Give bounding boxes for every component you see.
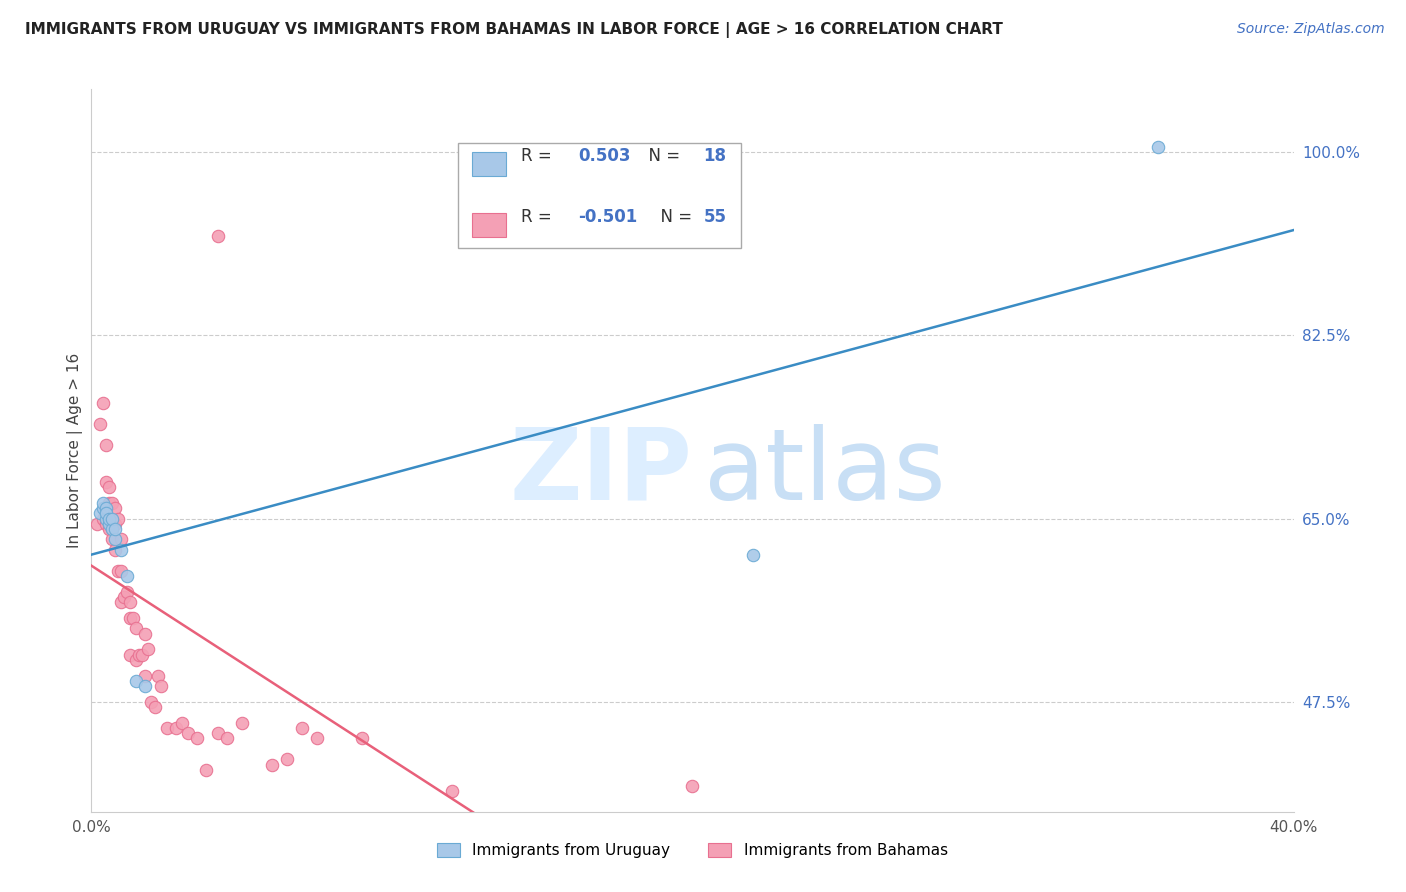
Point: [101, 533, 124, 547]
Text: atlas: atlas: [704, 424, 946, 521]
Point: [96, 511, 118, 525]
Point: [117, 569, 139, 583]
Point: [110, 533, 132, 547]
Point: [101, 522, 124, 536]
Point: [170, 715, 193, 730]
Text: 18: 18: [703, 147, 727, 165]
Point: [194, 763, 217, 777]
Point: [131, 648, 153, 662]
Point: [741, 548, 763, 562]
Point: [110, 564, 132, 578]
Point: [134, 626, 156, 640]
Point: [207, 726, 229, 740]
Point: [146, 668, 169, 682]
Point: [440, 784, 463, 798]
Point: [260, 757, 283, 772]
Point: [107, 511, 129, 525]
Text: IMMIGRANTS FROM URUGUAY VS IMMIGRANTS FROM BAHAMAS IN LABOR FORCE | AGE > 16 COR: IMMIGRANTS FROM URUGUAY VS IMMIGRANTS FR…: [25, 22, 1004, 38]
Point: [96, 506, 118, 520]
Point: [176, 726, 198, 740]
Text: N =: N =: [651, 209, 697, 227]
Point: [96, 438, 118, 452]
Bar: [472, 152, 506, 176]
Point: [107, 564, 129, 578]
Text: R =: R =: [520, 209, 557, 227]
Point: [104, 543, 127, 558]
Point: [101, 496, 124, 510]
Text: ZIP: ZIP: [509, 424, 692, 521]
Text: 55: 55: [703, 209, 727, 227]
Point: [134, 668, 156, 682]
Point: [122, 611, 145, 625]
Point: [98, 522, 121, 536]
Bar: [472, 213, 506, 237]
Point: [120, 595, 142, 609]
Point: [207, 228, 229, 243]
Point: [125, 653, 148, 667]
Point: [110, 595, 132, 609]
Point: [149, 679, 172, 693]
Point: [98, 496, 121, 510]
Point: [120, 611, 142, 625]
Point: [120, 648, 142, 662]
Point: [89, 506, 111, 520]
Point: [93, 511, 115, 525]
Point: [128, 648, 150, 662]
Point: [134, 679, 156, 693]
Text: Source: ZipAtlas.com: Source: ZipAtlas.com: [1237, 22, 1385, 37]
Point: [96, 475, 118, 489]
Point: [125, 622, 148, 636]
Text: -0.501: -0.501: [578, 209, 637, 227]
Text: N =: N =: [638, 147, 686, 165]
Text: R =: R =: [520, 147, 557, 165]
Point: [681, 779, 703, 793]
Point: [186, 731, 208, 746]
Point: [86, 516, 108, 531]
Point: [143, 700, 166, 714]
Point: [98, 516, 121, 531]
Point: [101, 511, 124, 525]
Point: [117, 584, 139, 599]
Point: [155, 721, 177, 735]
Point: [101, 522, 124, 536]
Point: [165, 721, 187, 735]
Point: [104, 522, 127, 536]
Point: [93, 496, 115, 510]
Point: [291, 721, 314, 735]
Point: [215, 731, 238, 746]
Point: [96, 501, 118, 516]
Point: [104, 516, 127, 531]
FancyBboxPatch shape: [458, 144, 741, 248]
Point: [141, 695, 163, 709]
Point: [350, 731, 373, 746]
Point: [138, 642, 160, 657]
Point: [1147, 140, 1170, 154]
Text: 0.503: 0.503: [578, 147, 631, 165]
Point: [98, 480, 121, 494]
Point: [93, 501, 115, 516]
Point: [104, 501, 127, 516]
Point: [305, 731, 328, 746]
Point: [114, 590, 136, 604]
Point: [93, 396, 115, 410]
Point: [110, 543, 132, 558]
Point: [96, 516, 118, 531]
Legend: Immigrants from Uruguay, Immigrants from Bahamas: Immigrants from Uruguay, Immigrants from…: [437, 843, 948, 858]
Point: [104, 533, 127, 547]
Point: [98, 511, 121, 525]
Point: [89, 417, 111, 432]
Y-axis label: In Labor Force | Age > 16: In Labor Force | Age > 16: [67, 353, 83, 548]
Point: [276, 752, 298, 766]
Point: [231, 715, 253, 730]
Point: [125, 673, 148, 688]
